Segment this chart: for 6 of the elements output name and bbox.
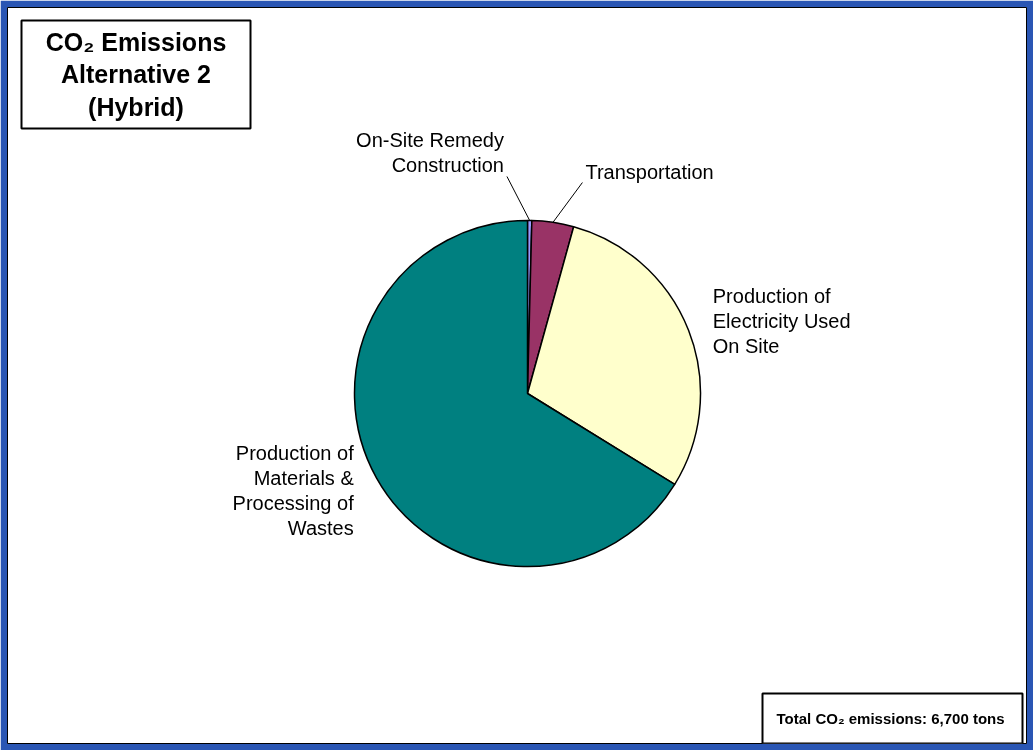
slice-label: On-Site Remedy Construction <box>356 129 504 177</box>
slice-label: Production of Materials & Processing of Wastes <box>232 441 355 540</box>
text: Total CO₂ emissions: 6,700 tons <box>776 710 1005 727</box>
slice-label: Transportation <box>585 160 714 183</box>
chart-title: CO₂ Emissions Alternative 2 (Hybrid) <box>45 28 227 121</box>
slice-label: Production of Electricity Used On Site <box>712 284 851 358</box>
